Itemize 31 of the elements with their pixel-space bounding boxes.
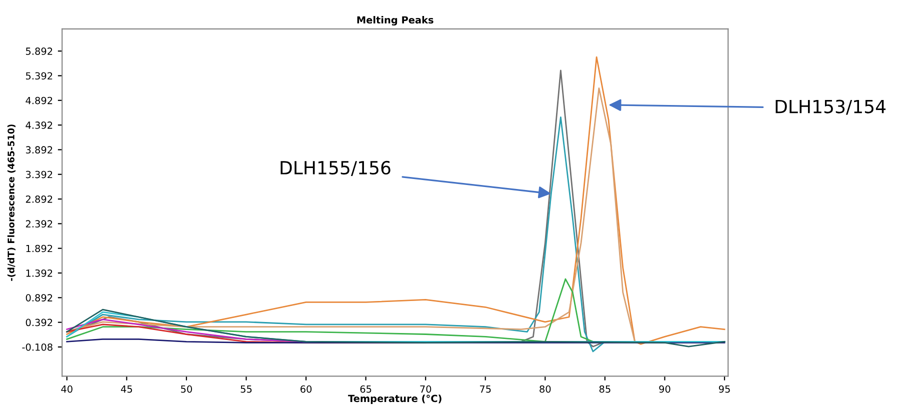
- x-tick-label: 45: [120, 386, 132, 393]
- y-axis-title: -(d/dT) Fluorescence (465-510): [7, 124, 16, 281]
- x-tick-label: 65: [360, 385, 372, 393]
- y-tick-label: -0.108: [22, 343, 52, 351]
- annotation: DLH153/154: [776, 100, 886, 115]
- x-tick-label: 75: [480, 386, 491, 393]
- x-tick-label: 50: [181, 385, 192, 393]
- y-tick-label: 1.892: [26, 244, 52, 252]
- line-series: [66, 308, 726, 348]
- x-tick-label: 80: [540, 385, 551, 393]
- x-tick-label: 90: [659, 385, 670, 393]
- x-tick-label: 95: [718, 385, 730, 393]
- y-tick-label: 5.392: [26, 72, 52, 80]
- x-tick-label: 70: [420, 385, 432, 393]
- chart-title: Melting Peaks: [357, 16, 434, 26]
- annotation: DLH155/156: [280, 160, 390, 176]
- y-tick-label: 0.892: [26, 294, 52, 302]
- x-tick-label: 60: [300, 385, 312, 393]
- y-tick-label: 4.892: [26, 96, 52, 104]
- y-tick-label: 5.892: [26, 48, 52, 55]
- x-axis-title: Temperature (°C): [348, 394, 442, 404]
- x-tick-label: 40: [61, 385, 72, 393]
- x-tick-label: 55: [240, 386, 252, 393]
- x-tick-label: 85: [599, 385, 610, 393]
- y-tick-label: 2.892: [26, 196, 52, 203]
- y-tick-label: 3.892: [26, 146, 52, 154]
- y-tick-label: 2.392: [26, 220, 52, 228]
- y-tick-label: 1.392: [26, 269, 52, 277]
- y-tick-label: 4.392: [26, 122, 52, 129]
- y-tick-label: 3.392: [26, 170, 52, 178]
- y-tick-label: 0.392: [26, 318, 52, 326]
